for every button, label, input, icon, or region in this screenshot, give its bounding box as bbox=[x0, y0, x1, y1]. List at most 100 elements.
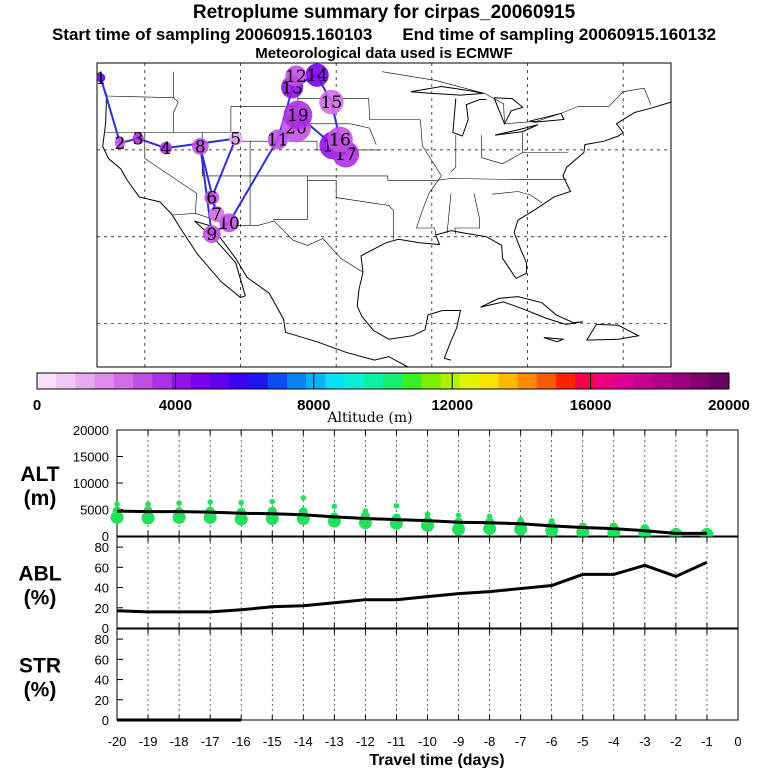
newmexico-texas-border bbox=[273, 175, 308, 220]
x-tick-label: -5 bbox=[577, 734, 589, 749]
idaho-oregon-border bbox=[173, 97, 179, 133]
y-tick-label: 60 bbox=[95, 652, 109, 667]
plume-day-label: 4 bbox=[160, 139, 171, 159]
x-tick-label: -20 bbox=[108, 734, 127, 749]
plume-circle bbox=[283, 100, 313, 130]
plume-day-label: 7 bbox=[211, 205, 222, 225]
plume-circle bbox=[219, 213, 239, 233]
colorbar-swatch bbox=[325, 373, 345, 389]
alt-particle-dot bbox=[269, 498, 276, 505]
texas-oklahoma-border bbox=[307, 180, 394, 240]
y-tick-label: 0 bbox=[102, 713, 109, 728]
colorbar-swatch bbox=[190, 373, 211, 389]
x-tick-label: -2 bbox=[670, 734, 682, 749]
colorbar-swatch bbox=[306, 373, 326, 389]
map-panel: 2019181716151413121110987654321 bbox=[95, 62, 672, 368]
alt-particle-dot bbox=[176, 500, 182, 506]
lake-erie-outline bbox=[494, 124, 539, 136]
met-data-line: Meteorological data used is ECMWF bbox=[255, 45, 513, 62]
panel-ylabel-line1: STR bbox=[19, 655, 61, 678]
colorbar-swatch bbox=[498, 373, 518, 389]
colorbar-swatch bbox=[613, 373, 634, 389]
y-tick-label: 0 bbox=[102, 529, 109, 544]
colorbar-swatch bbox=[594, 373, 615, 389]
colorbar-swatch bbox=[440, 373, 461, 389]
colorbar-swatch bbox=[652, 373, 672, 389]
x-tick-label: -14 bbox=[294, 734, 313, 749]
atlantic-coastline bbox=[360, 101, 672, 280]
plume-circle bbox=[327, 126, 353, 153]
x-tick-label: -1 bbox=[701, 734, 713, 749]
colorbar-swatch bbox=[171, 373, 192, 389]
alt-particle-dot bbox=[145, 501, 151, 508]
y-tick-label: 80 bbox=[95, 632, 109, 647]
plume-circle bbox=[208, 206, 225, 222]
plume-circle bbox=[228, 131, 243, 146]
y-tick-label: 0 bbox=[102, 621, 109, 636]
colorbar-swatch bbox=[709, 373, 730, 389]
alt-particle-dot bbox=[548, 517, 555, 524]
colorbar-swatch bbox=[286, 373, 307, 389]
x-tick-label: -11 bbox=[388, 734, 406, 749]
alt-particle-dot bbox=[362, 508, 369, 514]
plume-day-label: 14 bbox=[306, 66, 328, 86]
colorbar-swatch bbox=[421, 373, 442, 389]
ohio-river bbox=[481, 152, 523, 165]
panel-gridlines bbox=[147, 629, 708, 720]
y-tick-label: 20000 bbox=[73, 423, 109, 438]
y-tick-label: 15000 bbox=[73, 450, 109, 465]
panel-ylabel-line2: (%) bbox=[24, 587, 57, 610]
colorbar-swatch bbox=[210, 373, 230, 389]
panel-ylabel-line2: (m) bbox=[24, 487, 57, 510]
x-tick-label: -19 bbox=[139, 734, 158, 749]
colorbar-tick-label: 8000 bbox=[297, 397, 330, 414]
pacific-coastline bbox=[99, 76, 409, 368]
y-tick-label: 5000 bbox=[80, 503, 109, 518]
colorbar-swatch bbox=[37, 373, 57, 389]
y-tick-label: 80 bbox=[95, 540, 109, 555]
colorbar: 0 4000 8000 12000 16000 20000 Altitude (m) bbox=[33, 372, 750, 426]
mississippi-alabama-border bbox=[446, 193, 452, 234]
mississippi-river bbox=[416, 119, 442, 236]
abl-fraction-line bbox=[116, 560, 708, 614]
plume-day-label: 2 bbox=[115, 134, 126, 154]
sampling-start: Start time of sampling 20060915.160103 bbox=[51, 25, 373, 44]
plume-circle bbox=[96, 73, 106, 83]
plume-day-label: 19 bbox=[287, 106, 309, 126]
california-border bbox=[104, 132, 197, 214]
colorbar-swatch bbox=[94, 373, 115, 389]
x-tick-label: -12 bbox=[356, 734, 375, 749]
plume-day-label: 9 bbox=[206, 225, 217, 245]
plume-day-label: 12 bbox=[285, 67, 307, 87]
colorbar-tick-label: 0 bbox=[33, 397, 41, 414]
alt-particle-dot bbox=[424, 511, 431, 518]
x-tick-label: -16 bbox=[232, 734, 251, 749]
plume-circle bbox=[132, 132, 144, 145]
plume-day-label: 10 bbox=[218, 214, 240, 234]
plume-circle bbox=[285, 65, 307, 87]
colorbar-tick-label: 20000 bbox=[708, 397, 750, 414]
alt-median-line bbox=[116, 509, 707, 535]
tennessee-line bbox=[387, 175, 567, 181]
colorbar-swatch bbox=[133, 373, 153, 389]
plume-day-label: 6 bbox=[206, 189, 217, 209]
colorbar-swatch bbox=[459, 373, 480, 389]
abl-panel: 0 20 40 60 80 ABL(%) bbox=[18, 536, 739, 636]
x-tick-label: -10 bbox=[418, 734, 437, 749]
lake-huron-outline bbox=[493, 97, 524, 126]
colorbar-swatch bbox=[152, 373, 172, 389]
y-tick-label: 40 bbox=[95, 581, 109, 596]
plume-circle bbox=[114, 137, 126, 149]
x-tick-label: 0 bbox=[734, 734, 741, 749]
alt-particle-dot bbox=[112, 506, 122, 516]
colorbar-swatch bbox=[113, 373, 134, 389]
cuba-outline bbox=[480, 296, 584, 325]
coastlines bbox=[99, 76, 672, 368]
plume-circle bbox=[267, 129, 288, 150]
colorbar-swatch bbox=[536, 373, 557, 389]
map-frame bbox=[96, 62, 672, 368]
canada-us-border bbox=[382, 71, 652, 125]
alabama-georgia-border bbox=[454, 193, 480, 235]
